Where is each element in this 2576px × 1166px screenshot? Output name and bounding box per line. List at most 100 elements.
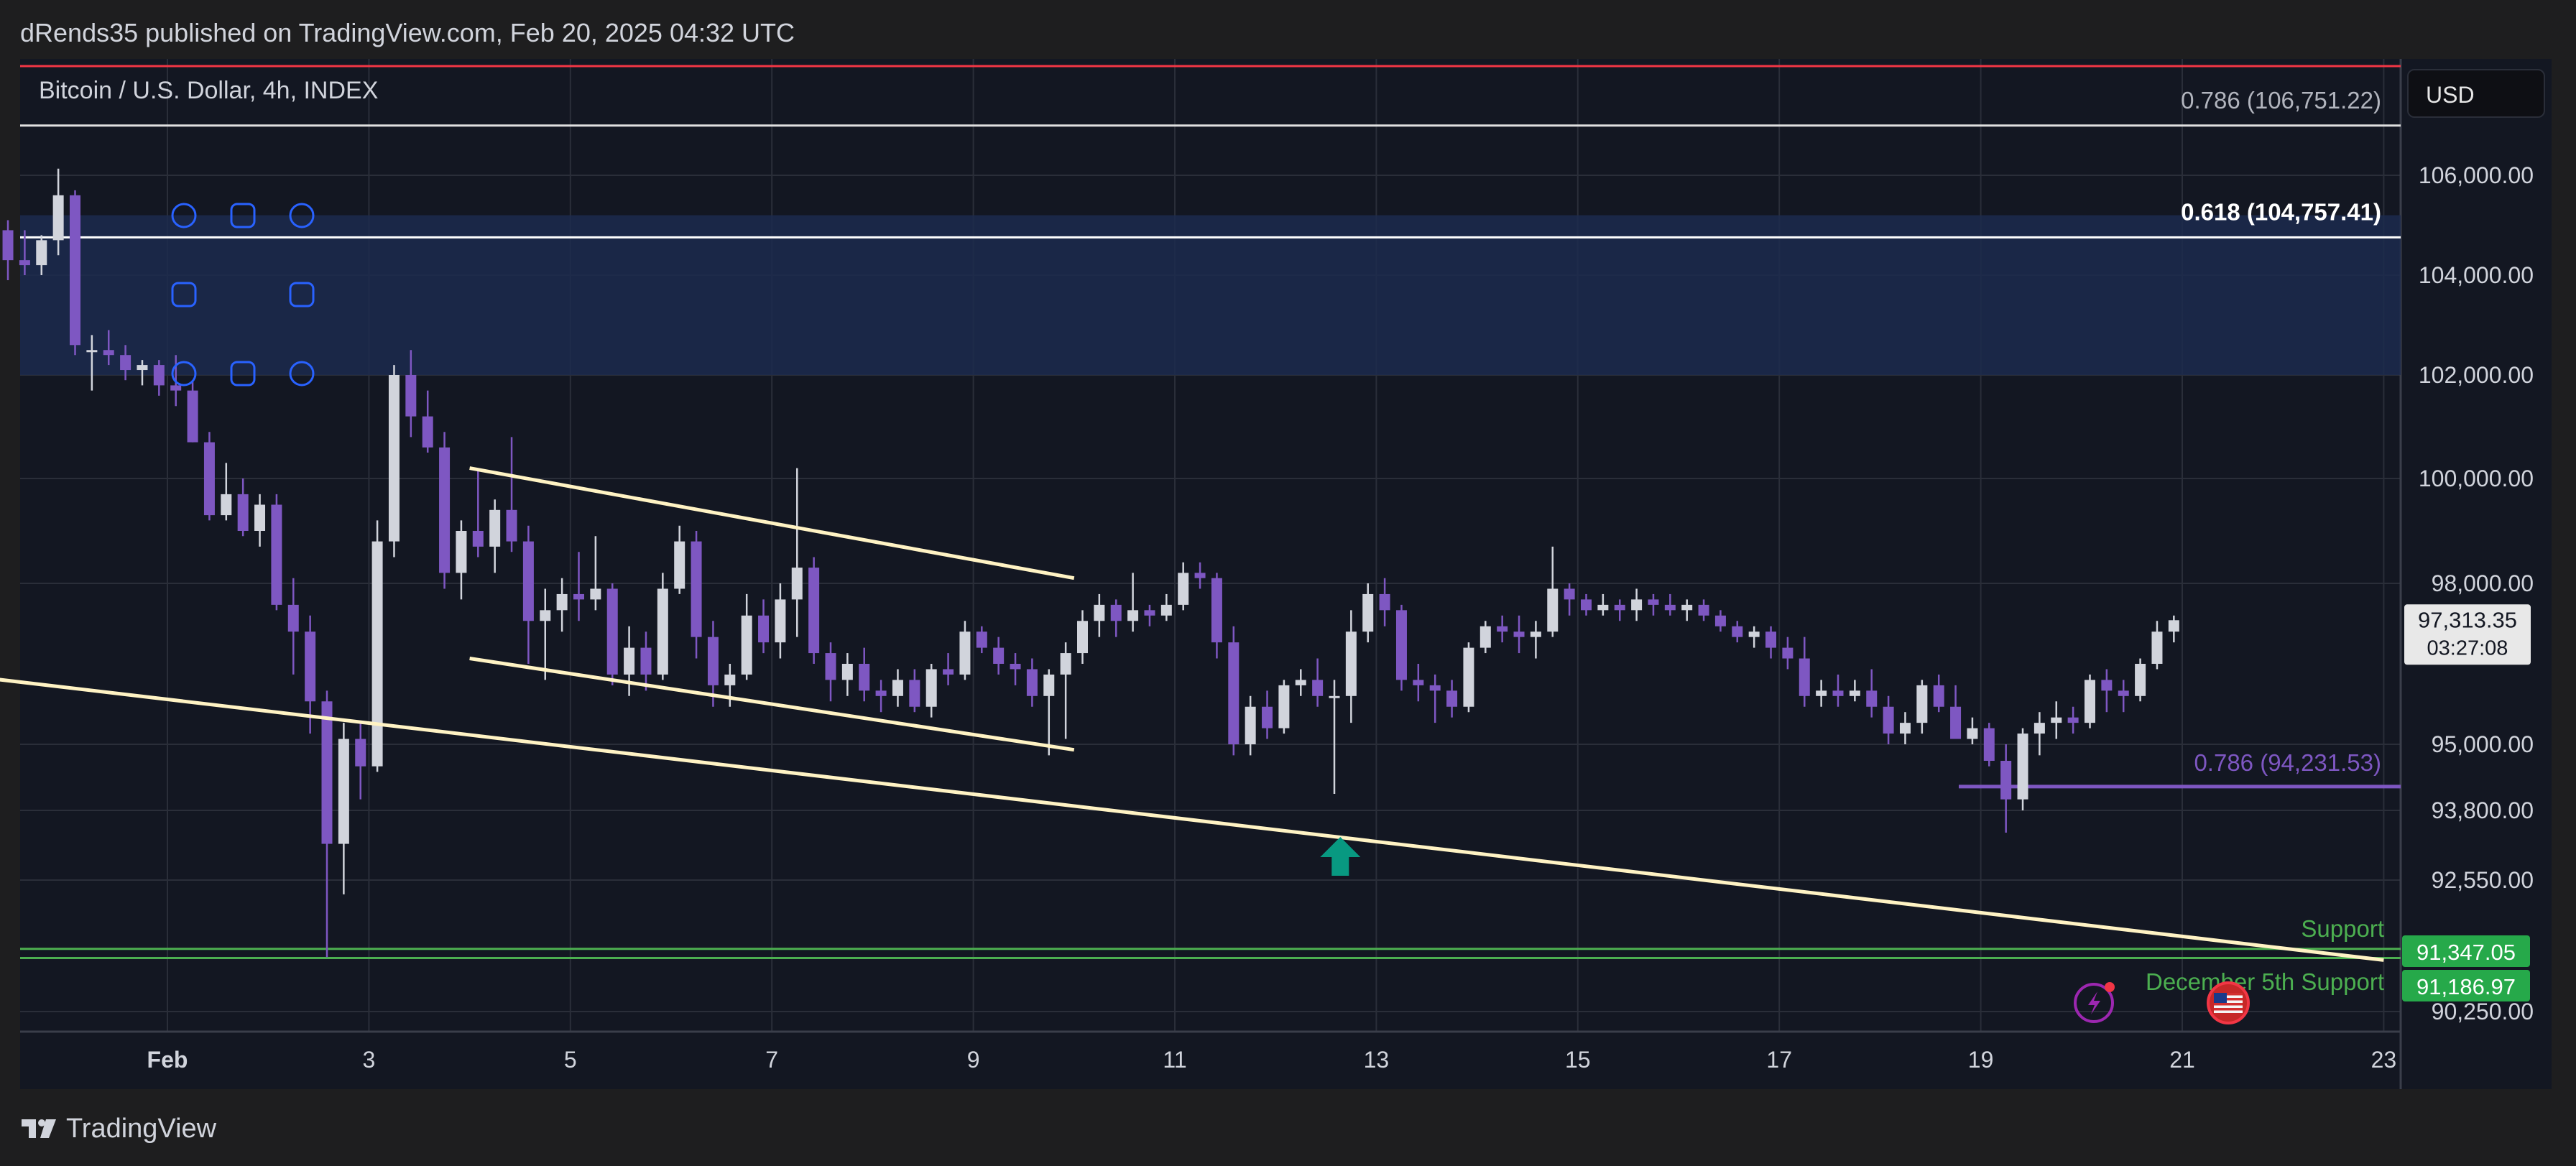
support-price-tag [2402,935,2530,967]
candle-body [1228,642,1239,744]
candle-body [1379,593,1390,611]
candle-body [1883,706,1894,734]
candle [1564,583,1575,616]
candle-body [1547,588,1559,632]
candle [2051,701,2062,739]
candle-body [2168,620,2179,632]
candle [1211,573,1222,659]
candle [1043,669,1055,756]
candle [1395,604,1407,691]
candle-body [1312,680,1324,696]
trendlines[interactable] [0,466,2384,962]
candle [1748,626,1760,648]
candle [2000,744,2012,833]
notification-dot-icon [2105,982,2115,992]
y-tick-label: 90,250.00 [2432,999,2534,1024]
candle [657,573,668,680]
candle [388,365,400,557]
candle-body [1614,604,1625,611]
candle [1010,653,1021,685]
candle [456,520,467,600]
y-tick-label: 98,000.00 [2432,570,2534,596]
candle [1144,604,1155,626]
candle [2,220,14,280]
y-tick-label: 106,000.00 [2419,162,2534,188]
y-tick-label: 93,800.00 [2432,797,2534,823]
tradingview-logo-icon [22,1119,56,1138]
candle-body [103,350,114,356]
candle [624,626,635,696]
pattern-square [230,361,256,387]
candle [1530,621,1541,659]
candle [221,463,232,521]
candle [1094,593,1105,637]
candle-body [540,610,551,621]
candle-body [2101,680,2113,691]
support-name-label: Support [2301,915,2384,942]
candle-body [321,701,333,844]
candle-body [976,631,987,648]
candles [2,168,2179,958]
candle [1681,599,1693,621]
candle-body [338,739,349,844]
candle-body [1194,573,1206,578]
candle-body [590,588,601,600]
candle-body [355,739,366,767]
x-tick-label: 9 [967,1047,980,1073]
candle-body [1345,631,1357,696]
candle [1413,664,1424,702]
currency-selector[interactable]: USD [2407,69,2545,118]
fib-level-label: 0.618 (104,757.41) [2181,198,2381,225]
candle [1110,599,1122,637]
time-axis[interactable] [20,1032,2401,1089]
candle-body [1395,610,1407,680]
candle [1698,599,1709,621]
candle-body [624,647,635,675]
trendline [0,677,2384,962]
candle [573,552,584,621]
lightning-event-icon [2074,983,2114,1023]
candle-body [1463,647,1474,707]
lightning-bolt-icon [2088,991,2100,1014]
y-axis-labels: 91,347.05 91,186.97 106,000.00 104,000.00 10… [2402,162,2534,1024]
candle [187,380,198,443]
tradingview-logo[interactable]: TradingView [20,1111,216,1147]
x-tick-label: 5 [564,1047,577,1073]
candle-body [1849,690,1860,696]
pattern-circle [289,361,315,387]
candle-countdown-label: 03:27:08 [2427,637,2508,660]
candle [1597,593,1609,616]
y-tick-label: 92,550.00 [2432,867,2534,893]
last-price-label: 97,313.35 [2418,607,2517,632]
candle-body [1581,599,1592,611]
candle [153,360,165,396]
candle [993,637,1005,675]
candle-body [1262,706,1273,728]
candle-body [556,593,568,611]
candle [2067,706,2079,734]
candle-body [606,588,618,675]
candle [1950,685,1962,739]
candle [405,350,417,438]
candle [1127,573,1139,632]
candle [1194,562,1206,589]
candle-body [1530,631,1541,637]
pattern-circle [171,203,197,228]
candle [1883,695,1894,744]
candle-body [741,615,752,675]
price-axis[interactable] [2401,59,2552,1089]
candle [1077,610,1088,664]
candle [791,468,803,637]
candle-body [1748,631,1760,637]
candle-body [1479,626,1491,648]
candle [1933,674,1944,713]
pattern-square [289,282,315,307]
candle [1312,658,1324,707]
candle [1664,593,1676,616]
candle [1866,669,1878,718]
candle-body [2000,761,2012,800]
candle-body [1832,690,1844,696]
support-price-label: 91,186.97 [2416,974,2516,999]
candle-body [1160,604,1172,616]
